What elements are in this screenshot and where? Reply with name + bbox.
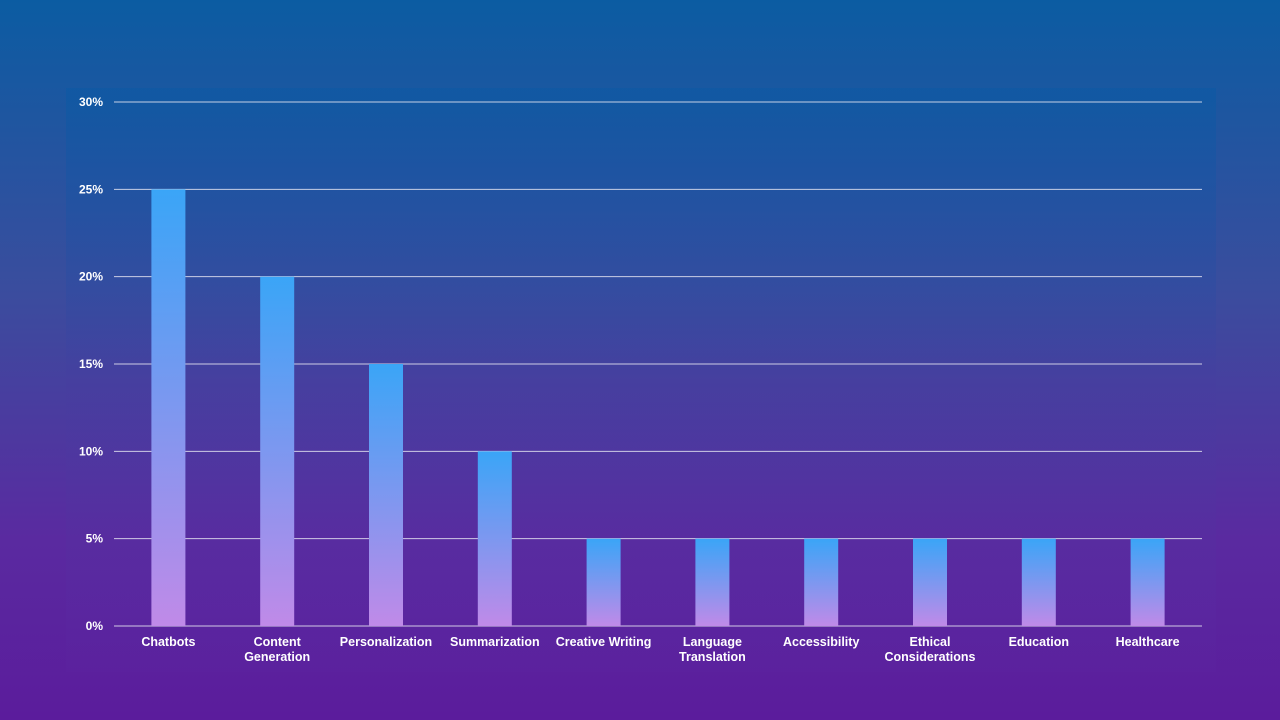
x-tick-label: Language Translation — [679, 635, 746, 664]
y-tick-label: 25% — [79, 182, 103, 196]
bars — [151, 189, 1165, 627]
y-tick-label: 15% — [79, 357, 103, 371]
y-tick-label: 20% — [79, 270, 103, 284]
x-tick-label: Healthcare — [1116, 635, 1180, 649]
x-tick-label: Summarization — [450, 635, 540, 649]
x-tick-label: Creative Writing — [556, 635, 652, 649]
bar-ethical-considerations — [913, 538, 947, 626]
bar-chatbots — [151, 189, 186, 627]
x-tick-label: Education — [1009, 635, 1069, 649]
bar-language-translation — [695, 538, 730, 626]
bar-education — [1021, 538, 1056, 626]
bar-summarization — [477, 451, 512, 626]
y-tick-label: 10% — [79, 444, 103, 458]
bar-creative-writing — [586, 538, 621, 626]
x-tick-label: Content Generation — [244, 635, 310, 664]
bar-healthcare — [1130, 538, 1165, 626]
x-tick-label: Chatbots — [141, 635, 195, 649]
x-axis-labels: Chatbots Content Generation Personalization… — [141, 635, 1179, 664]
bar-accessibility — [804, 538, 839, 626]
x-tick-label: Personalization — [340, 635, 432, 649]
gridlines — [114, 101, 1202, 627]
y-tick-label: 30% — [79, 95, 103, 109]
bar-content-generation — [260, 276, 295, 626]
x-tick-label: Ethical Considerations — [885, 635, 976, 664]
y-tick-label: 5% — [86, 532, 104, 546]
y-tick-label: 0% — [86, 619, 104, 633]
y-axis-ticks: 0% 5% 10% 15% 20% 25% 30% — [79, 95, 103, 633]
bar-personalization — [369, 364, 403, 626]
x-tick-label: Accessibility — [783, 635, 859, 649]
